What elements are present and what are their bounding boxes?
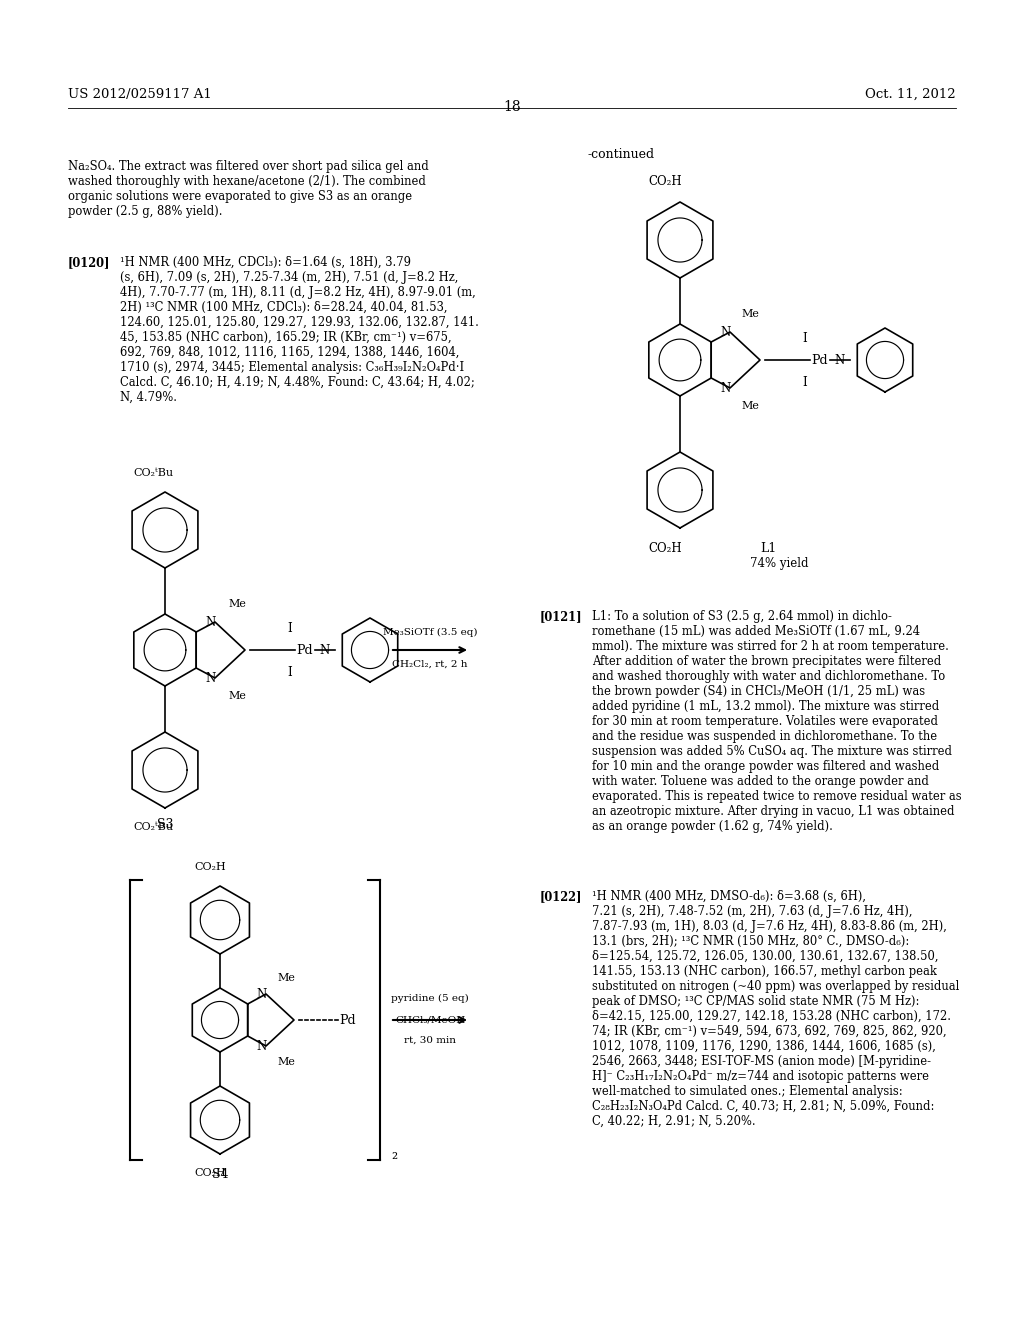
Text: CO₂H: CO₂H: [195, 1168, 226, 1177]
Text: [0121]: [0121]: [540, 610, 583, 623]
Text: Oct. 11, 2012: Oct. 11, 2012: [865, 88, 956, 102]
Text: CO₂H: CO₂H: [648, 543, 682, 554]
Text: N: N: [206, 672, 216, 685]
Text: Me: Me: [278, 973, 295, 983]
Text: [0122]: [0122]: [540, 890, 583, 903]
Text: I: I: [288, 665, 293, 678]
Text: Pd: Pd: [297, 644, 313, 656]
Text: N: N: [835, 354, 845, 367]
Text: N: N: [319, 644, 330, 656]
Text: L1: To a solution of S3 (2.5 g, 2.64 mmol) in dichlo-
romethane (15 mL) was adde: L1: To a solution of S3 (2.5 g, 2.64 mmo…: [592, 610, 962, 833]
Text: N: N: [206, 615, 216, 628]
Text: I: I: [803, 375, 807, 388]
Text: Me₃SiOTf (3.5 eq): Me₃SiOTf (3.5 eq): [383, 627, 477, 636]
Text: ₂: ₂: [391, 1148, 397, 1162]
Text: 18: 18: [503, 100, 521, 114]
Text: I: I: [288, 622, 293, 635]
Text: Pd: Pd: [340, 1014, 356, 1027]
Text: S4: S4: [212, 1168, 228, 1181]
Text: CHCl₃/MeOH: CHCl₃/MeOH: [395, 1015, 465, 1024]
Text: Pd: Pd: [812, 354, 828, 367]
Text: I: I: [803, 331, 807, 345]
Text: US 2012/0259117 A1: US 2012/0259117 A1: [68, 88, 212, 102]
Text: Na₂SO₄. The extract was filtered over short pad silica gel and
washed thoroughly: Na₂SO₄. The extract was filtered over sh…: [68, 160, 429, 218]
Text: CH₂Cl₂, rt, 2 h: CH₂Cl₂, rt, 2 h: [392, 660, 468, 668]
Text: ¹H NMR (400 MHz, DMSO-d₆): δ=3.68 (s, 6H),
7.21 (s, 2H), 7.48-7.52 (m, 2H), 7.63: ¹H NMR (400 MHz, DMSO-d₆): δ=3.68 (s, 6H…: [592, 890, 959, 1129]
Text: Me: Me: [228, 599, 246, 609]
Text: CO₂ᵗBu: CO₂ᵗBu: [133, 822, 173, 832]
Text: Me: Me: [741, 309, 759, 319]
Text: [0120]: [0120]: [68, 256, 111, 269]
Text: pyridine (5 eq): pyridine (5 eq): [391, 994, 469, 1003]
Text: N: N: [257, 987, 267, 1001]
Text: -continued: -continued: [588, 148, 655, 161]
Text: S3: S3: [157, 818, 173, 832]
Text: L1: L1: [760, 541, 776, 554]
Text: N: N: [721, 326, 731, 338]
Text: CO₂ᵗBu: CO₂ᵗBu: [133, 469, 173, 478]
Text: 74% yield: 74% yield: [750, 557, 809, 570]
Text: Me: Me: [741, 401, 759, 411]
Text: Me: Me: [278, 1057, 295, 1067]
Text: CO₂H: CO₂H: [195, 862, 226, 873]
Text: Me: Me: [228, 690, 246, 701]
Text: N: N: [257, 1040, 267, 1052]
Text: ¹H NMR (400 MHz, CDCl₃): δ=1.64 (s, 18H), 3.79
(s, 6H), 7.09 (s, 2H), 7.25-7.34 : ¹H NMR (400 MHz, CDCl₃): δ=1.64 (s, 18H)…: [120, 256, 479, 404]
Text: CO₂H: CO₂H: [648, 176, 682, 187]
Text: rt, 30 min: rt, 30 min: [404, 1035, 456, 1044]
Text: N: N: [721, 381, 731, 395]
